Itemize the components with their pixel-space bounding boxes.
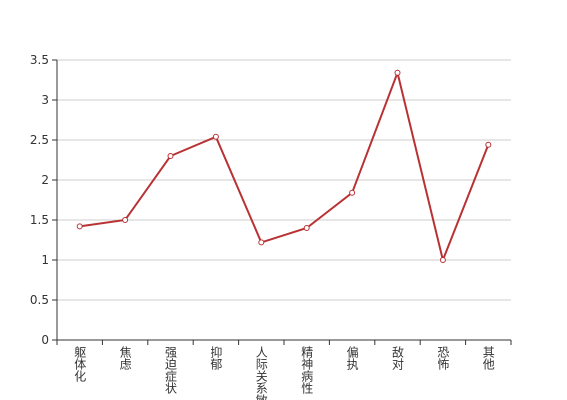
series-line — [79, 69, 490, 264]
point — [485, 141, 492, 148]
x-tick-label: 躯体化 — [73, 345, 87, 383]
y-tick-label: 2.5 — [30, 133, 49, 147]
point — [76, 223, 83, 230]
x-tick-label: 恐怖 — [436, 346, 450, 370]
x-tick-label: 人际关系敏感 — [254, 346, 268, 400]
x-tick-label: 偏执 — [345, 345, 359, 371]
point — [122, 217, 129, 223]
x-tick-label: 精神病性 — [300, 346, 314, 395]
point — [167, 153, 174, 159]
y-tick-label: 2 — [41, 173, 49, 187]
point — [349, 189, 356, 196]
x-tick-label: 焦虑 — [118, 346, 132, 370]
x-tick-label: 敌对 — [391, 345, 405, 370]
point — [303, 225, 310, 231]
y-tick-label: 0 — [41, 333, 49, 347]
point — [439, 257, 446, 263]
point — [212, 133, 219, 140]
point — [394, 69, 401, 76]
x-tick-label: 抑郁 — [209, 345, 223, 371]
point — [258, 239, 265, 246]
y-tick-label: 1 — [41, 253, 49, 267]
x-tick-label: 其他 — [481, 346, 495, 370]
x-tick-label: 强迫症状 — [164, 346, 178, 394]
y-tick-label: 3 — [41, 93, 49, 107]
y-tick-label: 3.5 — [30, 53, 49, 67]
y-tick-label: 1.5 — [30, 213, 49, 227]
y-tick-label: 0.5 — [30, 293, 49, 307]
